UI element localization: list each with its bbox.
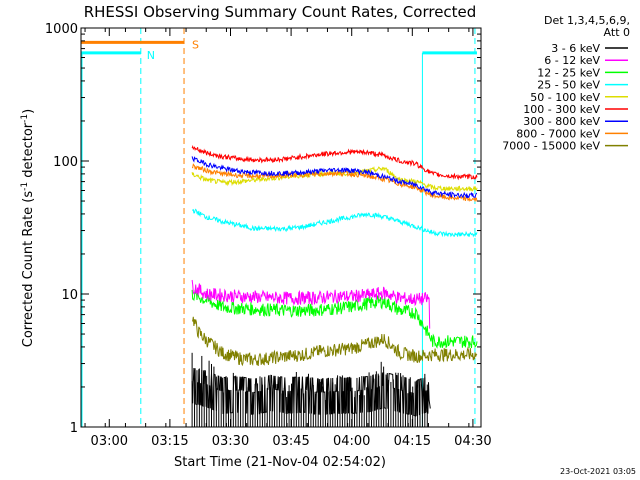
legend-label: 800 - 7000 keV bbox=[516, 127, 600, 140]
y-tick-label: 100 bbox=[53, 155, 78, 170]
y-axis-label-sup1: -1 bbox=[20, 182, 30, 191]
legend-header-attenuator: Att 0 bbox=[604, 26, 630, 39]
legend-label: 6 - 12 keV bbox=[544, 54, 600, 67]
legend-label: 7000 - 15000 keV bbox=[502, 140, 600, 153]
legend-label: 50 - 100 keV bbox=[530, 91, 600, 104]
x-tick-label: 04:30 bbox=[454, 434, 491, 449]
x-tick-label: 04:15 bbox=[394, 434, 431, 449]
series-line bbox=[191, 289, 478, 349]
series-line bbox=[192, 316, 478, 367]
x-tick-label: 03:45 bbox=[272, 434, 309, 449]
x-tick-label: 03:30 bbox=[212, 434, 249, 449]
footer-date: 23-Oct-2021 03:05 bbox=[560, 467, 636, 476]
series-line bbox=[191, 144, 478, 181]
x-tick-label: 03:15 bbox=[151, 434, 188, 449]
x-axis-label: Start Time (21-Nov-04 02:54:02) bbox=[174, 455, 386, 470]
legend-header-detectors: Det 1,3,4,5,6,9, bbox=[544, 14, 630, 27]
legend-label: 300 - 800 keV bbox=[523, 115, 600, 128]
y-axis-label-sup2: -1 bbox=[20, 114, 30, 123]
y-axis-label-main: Corrected Count Rate (s bbox=[21, 191, 36, 348]
legend-label: 3 - 6 keV bbox=[551, 42, 600, 55]
series-line bbox=[191, 208, 478, 238]
legend-label: 12 - 25 keV bbox=[537, 66, 600, 79]
series-line bbox=[191, 163, 478, 202]
x-tick-label: 04:00 bbox=[333, 434, 370, 449]
y-tick-label: 1000 bbox=[45, 22, 78, 37]
y-axis-ticks: 1 10 100 1000 bbox=[45, 22, 481, 436]
flag-label-saa: S bbox=[192, 38, 199, 51]
legend-label: 100 - 300 keV bbox=[523, 103, 600, 116]
x-tick-label: 03:00 bbox=[91, 434, 128, 449]
flag-label-night: N bbox=[147, 49, 155, 62]
legend-label: 25 - 50 keV bbox=[537, 79, 600, 92]
y-axis-label: Corrected Count Rate (s-1 detector-1) bbox=[20, 109, 36, 347]
y-axis-label-end: ) bbox=[21, 109, 36, 114]
plot-frame bbox=[80, 27, 482, 428]
y-tick-label: 10 bbox=[61, 288, 78, 303]
chart-title: RHESSI Observing Summary Count Rates, Co… bbox=[84, 3, 477, 21]
y-axis-label-mid: detector bbox=[21, 122, 36, 182]
x-axis-ticks: 03:00 03:15 03:30 03:45 04:00 04:15 04:30 bbox=[84, 28, 492, 449]
series-line bbox=[191, 156, 478, 199]
series-line bbox=[191, 279, 431, 329]
series-layer bbox=[191, 144, 478, 427]
flags-layer: NS bbox=[81, 28, 477, 427]
y-tick-label: 1 bbox=[70, 421, 78, 436]
